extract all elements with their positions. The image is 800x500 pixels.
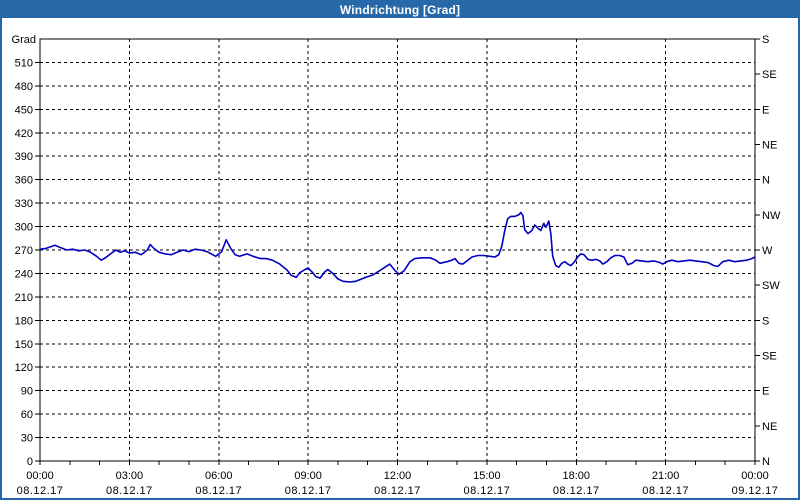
y-left-tick-label: 390 bbox=[15, 151, 33, 163]
window-title: Windrichtung [Grad] bbox=[339, 3, 461, 17]
x-date-label: 08.12.17 bbox=[285, 485, 332, 497]
x-time-label: 18:00 bbox=[562, 470, 590, 482]
y-right-tick-label: SE bbox=[762, 69, 777, 81]
y-right-tick-label: SW bbox=[762, 280, 780, 292]
y-left-tick-label: 510 bbox=[15, 57, 33, 69]
x-time-label: 03:00 bbox=[116, 470, 144, 482]
y-left-tick-label: 30 bbox=[21, 433, 33, 445]
wind-direction-chart: 0 30 60 90 120 150 180 210 240 270 300 330 360 390 420… bbox=[12, 34, 781, 497]
y-right-tick-label: W bbox=[762, 245, 773, 257]
y-left-tick-label: 180 bbox=[15, 315, 33, 327]
series-line-windrichtung bbox=[39, 211, 756, 283]
y-left-tick-label: 210 bbox=[15, 292, 33, 304]
x-date-label: 08.12.17 bbox=[553, 485, 600, 497]
y-left-tick-label: 420 bbox=[15, 128, 33, 140]
y-right-tick-label: SE bbox=[762, 351, 777, 363]
x-date-label: 08.12.17 bbox=[374, 485, 421, 497]
x-time-label: 12:00 bbox=[384, 470, 412, 482]
y-left-tick-label: 300 bbox=[15, 222, 33, 234]
y-left-tick-label: 480 bbox=[15, 81, 33, 93]
x-time-label: 00:00 bbox=[741, 470, 769, 482]
x-time-label: 21:00 bbox=[652, 470, 680, 482]
y-right-tick-label: NE bbox=[762, 140, 777, 152]
y-left-tick-label: 90 bbox=[21, 386, 33, 398]
y-axis-unit-label: Grad bbox=[12, 34, 36, 46]
window-titlebar: Windrichtung [Grad] bbox=[2, 2, 798, 18]
y-left-tick-label: 270 bbox=[15, 245, 33, 257]
y-right-tick-label: NW bbox=[762, 210, 781, 222]
y-left-tick-label: 0 bbox=[27, 456, 33, 468]
x-date-label: 08.12.17 bbox=[642, 485, 689, 497]
x-time-label: 00:00 bbox=[26, 470, 54, 482]
y-right-tick-label: E bbox=[762, 104, 769, 116]
y-left-tick-label: 330 bbox=[15, 198, 33, 210]
x-time-label: 06:00 bbox=[205, 470, 233, 482]
x-date-label: 08.12.17 bbox=[195, 485, 242, 497]
x-date-label: 08.12.17 bbox=[106, 485, 153, 497]
y-left-tick-label: 150 bbox=[15, 339, 33, 351]
y-right-tick-label: S bbox=[762, 34, 769, 46]
x-date-label: 08.12.17 bbox=[463, 485, 510, 497]
x-time-label: 09:00 bbox=[294, 470, 322, 482]
y-left-tick-label: 120 bbox=[15, 362, 33, 374]
y-left-tick-label: 60 bbox=[21, 409, 33, 421]
y-right-tick-label: NE bbox=[762, 421, 777, 433]
chart-area: 0 30 60 90 120 150 180 210 240 270 300 330 360 390 420… bbox=[2, 18, 798, 498]
y-right-tick-label: N bbox=[762, 175, 770, 187]
x-time-label: 15:00 bbox=[473, 470, 501, 482]
y-left-tick-label: 360 bbox=[15, 175, 33, 187]
y-left-tick-label: 240 bbox=[15, 268, 33, 280]
y-right-tick-label: N bbox=[762, 456, 770, 468]
y-right-tick-label: E bbox=[762, 386, 769, 398]
y-left-tick-label: 450 bbox=[15, 104, 33, 116]
x-date-label: 08.12.17 bbox=[17, 485, 64, 497]
x-date-label: 09.12.17 bbox=[732, 485, 779, 497]
y-right-tick-label: S bbox=[762, 315, 769, 327]
